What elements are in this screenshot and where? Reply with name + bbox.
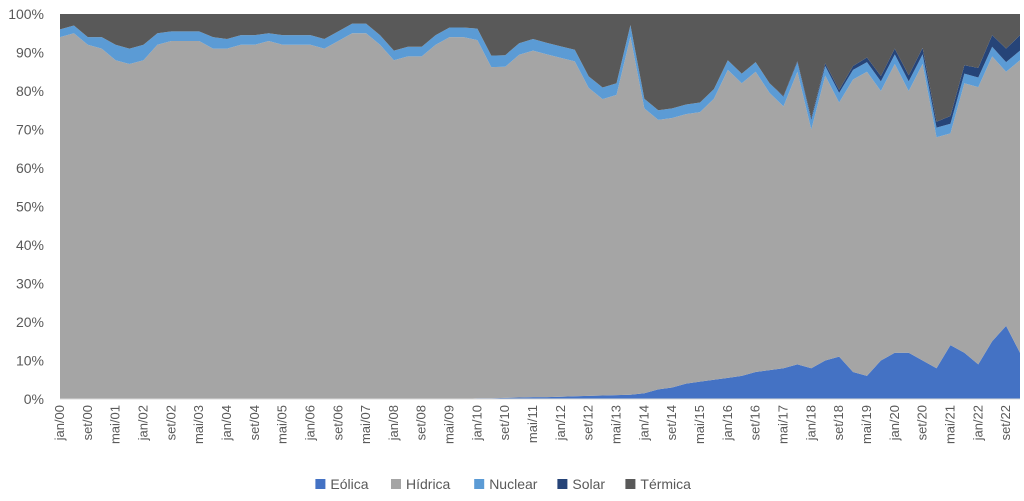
x-tick-label: set/00 bbox=[80, 405, 95, 440]
y-tick-label: 0% bbox=[24, 391, 44, 407]
chart-legend: Eólica Hídrica Nuclear Solar Térmica bbox=[315, 476, 691, 492]
series-area-hidrica bbox=[60, 33, 1020, 399]
x-tick-label: jan/06 bbox=[302, 405, 317, 441]
y-tick-label: 90% bbox=[16, 45, 44, 61]
legend-label: Eólica bbox=[330, 476, 368, 492]
x-tick-label: set/22 bbox=[998, 405, 1013, 440]
x-tick-label: set/20 bbox=[915, 405, 930, 440]
x-tick-label: jan/04 bbox=[219, 405, 234, 441]
x-tick-label: set/12 bbox=[581, 405, 596, 440]
x-tick-label: jan/10 bbox=[469, 405, 484, 441]
series-areas bbox=[60, 14, 1020, 399]
legend-item-hidrica: Hídrica bbox=[391, 476, 451, 492]
x-tick-label: jan/14 bbox=[636, 405, 651, 441]
y-tick-label: 70% bbox=[16, 122, 44, 138]
y-axis-ticks: 0% 10% 20% 30% 40% 50% 60% 70% 80% 90% 100% bbox=[8, 6, 44, 407]
x-tick-label: set/18 bbox=[831, 405, 846, 440]
x-tick-label: mai/11 bbox=[525, 405, 540, 443]
x-tick-label: mai/05 bbox=[275, 405, 290, 444]
legend-label: Térmica bbox=[640, 476, 691, 492]
x-tick-label: set/10 bbox=[497, 405, 512, 440]
x-tick-label: jan/12 bbox=[553, 405, 568, 441]
series-area-termica bbox=[60, 14, 1020, 122]
legend-item-nuclear: Nuclear bbox=[474, 476, 538, 492]
legend-swatch bbox=[474, 479, 485, 489]
x-tick-label: set/02 bbox=[163, 405, 178, 440]
x-tick-label: jan/08 bbox=[386, 405, 401, 441]
x-tick-label: mai/07 bbox=[358, 405, 373, 444]
x-axis-ticks: jan/00 set/00 mai/01 jan/02 set/02 mai/03 jan/… bbox=[52, 405, 1013, 444]
x-tick-label: jan/20 bbox=[887, 405, 902, 441]
legend-swatch bbox=[391, 479, 401, 489]
x-tick-label: set/04 bbox=[247, 405, 262, 440]
x-tick-label: set/16 bbox=[748, 405, 763, 440]
x-tick-label: mai/19 bbox=[859, 405, 874, 444]
x-tick-label: set/06 bbox=[330, 405, 345, 440]
series-area-eolica bbox=[60, 325, 1020, 399]
x-tick-label: jan/00 bbox=[52, 405, 67, 441]
legend-item-eolica: Eólica bbox=[315, 476, 369, 492]
y-tick-label: 30% bbox=[16, 276, 44, 292]
x-tick-label: mai/15 bbox=[692, 405, 707, 444]
x-tick-label: mai/01 bbox=[108, 405, 123, 444]
legend-swatch bbox=[625, 479, 636, 489]
y-tick-label: 40% bbox=[16, 237, 44, 253]
x-tick-label: jan/16 bbox=[720, 405, 735, 441]
legend-swatch bbox=[315, 479, 326, 489]
legend-swatch bbox=[557, 479, 568, 489]
series-area-nuclear bbox=[60, 23, 1020, 138]
y-tick-label: 50% bbox=[16, 199, 44, 215]
legend-label: Nuclear bbox=[489, 476, 538, 492]
x-tick-label: set/08 bbox=[414, 405, 429, 440]
x-tick-label: jan/22 bbox=[970, 405, 985, 441]
x-tick-label: jan/18 bbox=[803, 405, 818, 441]
x-tick-label: mai/13 bbox=[609, 405, 624, 444]
x-tick-label: jan/02 bbox=[136, 405, 151, 441]
legend-item-solar: Solar bbox=[557, 476, 605, 492]
x-tick-label: mai/09 bbox=[442, 405, 457, 444]
y-tick-label: 80% bbox=[16, 83, 44, 99]
x-tick-label: mai/17 bbox=[776, 405, 791, 444]
legend-label: Hídrica bbox=[406, 476, 451, 492]
y-tick-label: 60% bbox=[16, 160, 44, 176]
legend-label: Solar bbox=[572, 476, 605, 492]
x-tick-label: set/14 bbox=[664, 405, 679, 440]
x-tick-label: mai/21 bbox=[942, 405, 957, 444]
y-tick-label: 10% bbox=[16, 353, 44, 369]
legend-item-termica: Térmica bbox=[625, 476, 691, 492]
y-tick-label: 20% bbox=[16, 314, 44, 330]
x-tick-label: mai/03 bbox=[191, 405, 206, 444]
y-tick-label: 100% bbox=[8, 6, 44, 22]
